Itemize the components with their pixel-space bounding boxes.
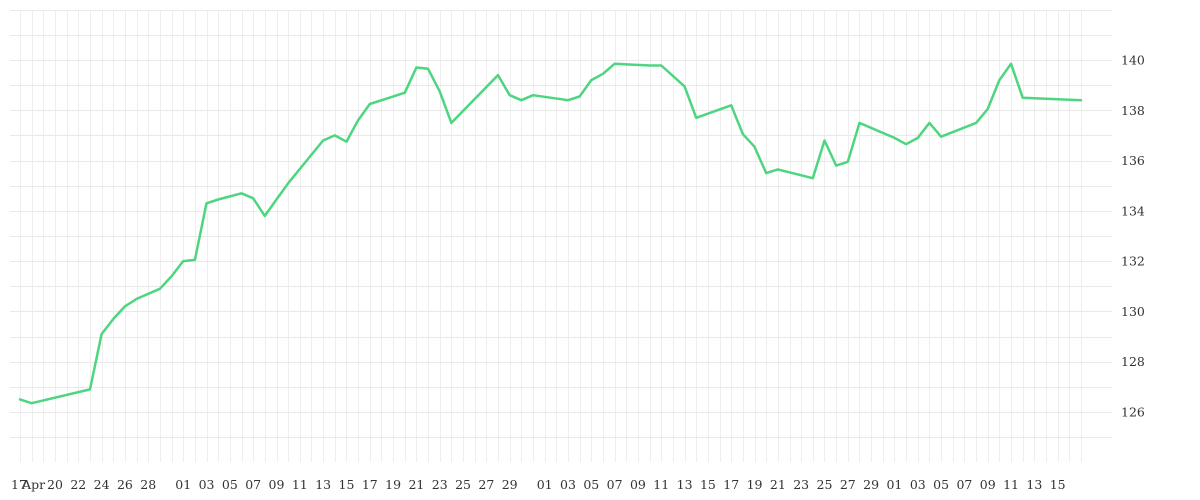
x-tick-label: 09 xyxy=(980,477,996,492)
series-layer xyxy=(18,62,1083,405)
x-tick-label: 29 xyxy=(502,477,518,492)
y-tick-label: 132 xyxy=(1121,254,1145,269)
y-tick-label: 138 xyxy=(1121,103,1145,118)
x-tick-label: 17 xyxy=(362,477,378,492)
x-tick-label: 20 xyxy=(47,477,63,492)
x-tick-label: 13 xyxy=(315,477,331,492)
x-tick-label: 25 xyxy=(455,477,471,492)
y-tick-label: 130 xyxy=(1121,304,1145,319)
x-tick-label: 05 xyxy=(933,477,949,492)
x-tick-label: 01 xyxy=(175,477,191,492)
x-tick-label: 21 xyxy=(770,477,786,492)
x-tick-label: 11 xyxy=(1003,477,1019,492)
x-tick-label: 15 xyxy=(1050,477,1066,492)
x-tick-label: 09 xyxy=(269,477,285,492)
x-tick-label: 29 xyxy=(863,477,879,492)
x-tick-label: 03 xyxy=(560,477,576,492)
series-line xyxy=(18,62,1083,405)
grid xyxy=(10,10,1112,462)
x-tick-label: 24 xyxy=(94,477,110,492)
x-tick-label: 09 xyxy=(630,477,646,492)
x-tick-label: 13 xyxy=(1026,477,1042,492)
x-tick-label: 17 xyxy=(11,477,27,492)
y-tick-label: 128 xyxy=(1121,354,1145,369)
y-axis: 126 128 130 132 134 136 138 140 xyxy=(1121,53,1145,420)
x-tick-label: 11 xyxy=(653,477,669,492)
x-tick-label: 07 xyxy=(245,477,261,492)
x-tick-label: 19 xyxy=(747,477,763,492)
x-tick-label: 27 xyxy=(478,477,494,492)
x-tick-label: 03 xyxy=(910,477,926,492)
x-tick-label: 01 xyxy=(886,477,902,492)
x-tick-label: 26 xyxy=(117,477,133,492)
x-tick-label: Apr xyxy=(21,477,45,492)
y-tick-label: 134 xyxy=(1121,203,1145,218)
x-tick-label: 05 xyxy=(583,477,599,492)
x-tick-label: 17 xyxy=(723,477,739,492)
x-tick-label: 11 xyxy=(292,477,308,492)
x-tick-label: 19 xyxy=(385,477,401,492)
x-tick-label: 07 xyxy=(607,477,623,492)
x-tick-label: 07 xyxy=(956,477,972,492)
x-tick-label: 25 xyxy=(817,477,833,492)
x-tick-label: 05 xyxy=(222,477,238,492)
x-tick-label: 21 xyxy=(408,477,424,492)
x-tick-label: 15 xyxy=(700,477,716,492)
y-tick-label: 136 xyxy=(1121,153,1145,168)
x-tick-label: 23 xyxy=(793,477,809,492)
x-tick-label: 23 xyxy=(432,477,448,492)
x-tick-label: 01 xyxy=(537,477,553,492)
x-tick-label: 13 xyxy=(677,477,693,492)
x-tick-label: 27 xyxy=(840,477,856,492)
y-tick-label: 140 xyxy=(1121,53,1145,68)
x-tick-label: 15 xyxy=(339,477,355,492)
y-tick-label: 126 xyxy=(1121,405,1145,420)
x-tick-label: 22 xyxy=(70,477,86,492)
x-tick-label: 28 xyxy=(140,477,156,492)
x-tick-label: 03 xyxy=(199,477,215,492)
